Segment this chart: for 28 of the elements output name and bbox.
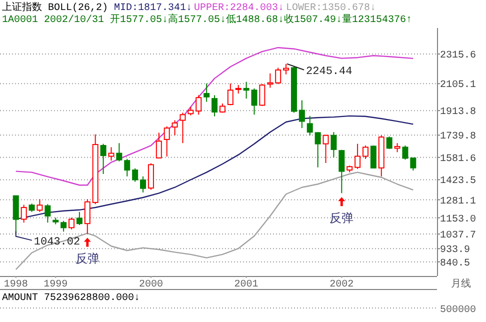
annotation: 2245.44 [306, 66, 353, 78]
y-tick-label: 1037.7 [440, 230, 476, 242]
y-tick-label: 2105.1 [440, 80, 476, 92]
annotation: 1043.02 [15, 230, 80, 248]
x-tick-label: 2001 [234, 280, 258, 290]
chart-subtitle: 1A0001 2002/10/31 开1577.05↓高1577.05↓低1488.68↓收1507.49↓量123154376↑ [2, 13, 412, 26]
y-tick-label: 2315.6 [440, 50, 476, 62]
y-tick-label: 1913.8 [440, 107, 476, 118]
x-tick-label: 2000 [138, 280, 163, 290]
y-tick-label: 1739.8 [440, 132, 476, 143]
legend: MID:1817.341↓ UPPER:2284.003↓ LOWER:1350.678↓ [114, 3, 376, 14]
annotation: 反弹 [330, 197, 354, 226]
annotation: AMOUNT 75239628800.000↓ [2, 293, 140, 304]
x-tick-label: 2002 [330, 280, 354, 290]
y-tick-label: 1423.5 [440, 176, 476, 188]
y-tick-label: 1153.0 [440, 214, 476, 226]
y-tick-label: 1581.6 [440, 154, 476, 165]
annotation: 2245.44 [286, 63, 352, 78]
y-tick-label: 840.5 [440, 258, 470, 270]
x-tick-label: 1999 [44, 280, 68, 290]
annotation: 500000 [0, 305, 476, 316]
annotation: 月线 [451, 280, 471, 290]
x-tick-label: 1998 [4, 280, 28, 290]
annotation: 反弹 [330, 212, 354, 226]
y-tick-label: 933.9 [440, 245, 470, 256]
annotation: 1043.02 [34, 236, 80, 248]
y-tick-label: 1281.1 [440, 196, 476, 208]
chart-title: 上证指数 BOLL(26,2) [2, 1, 108, 14]
